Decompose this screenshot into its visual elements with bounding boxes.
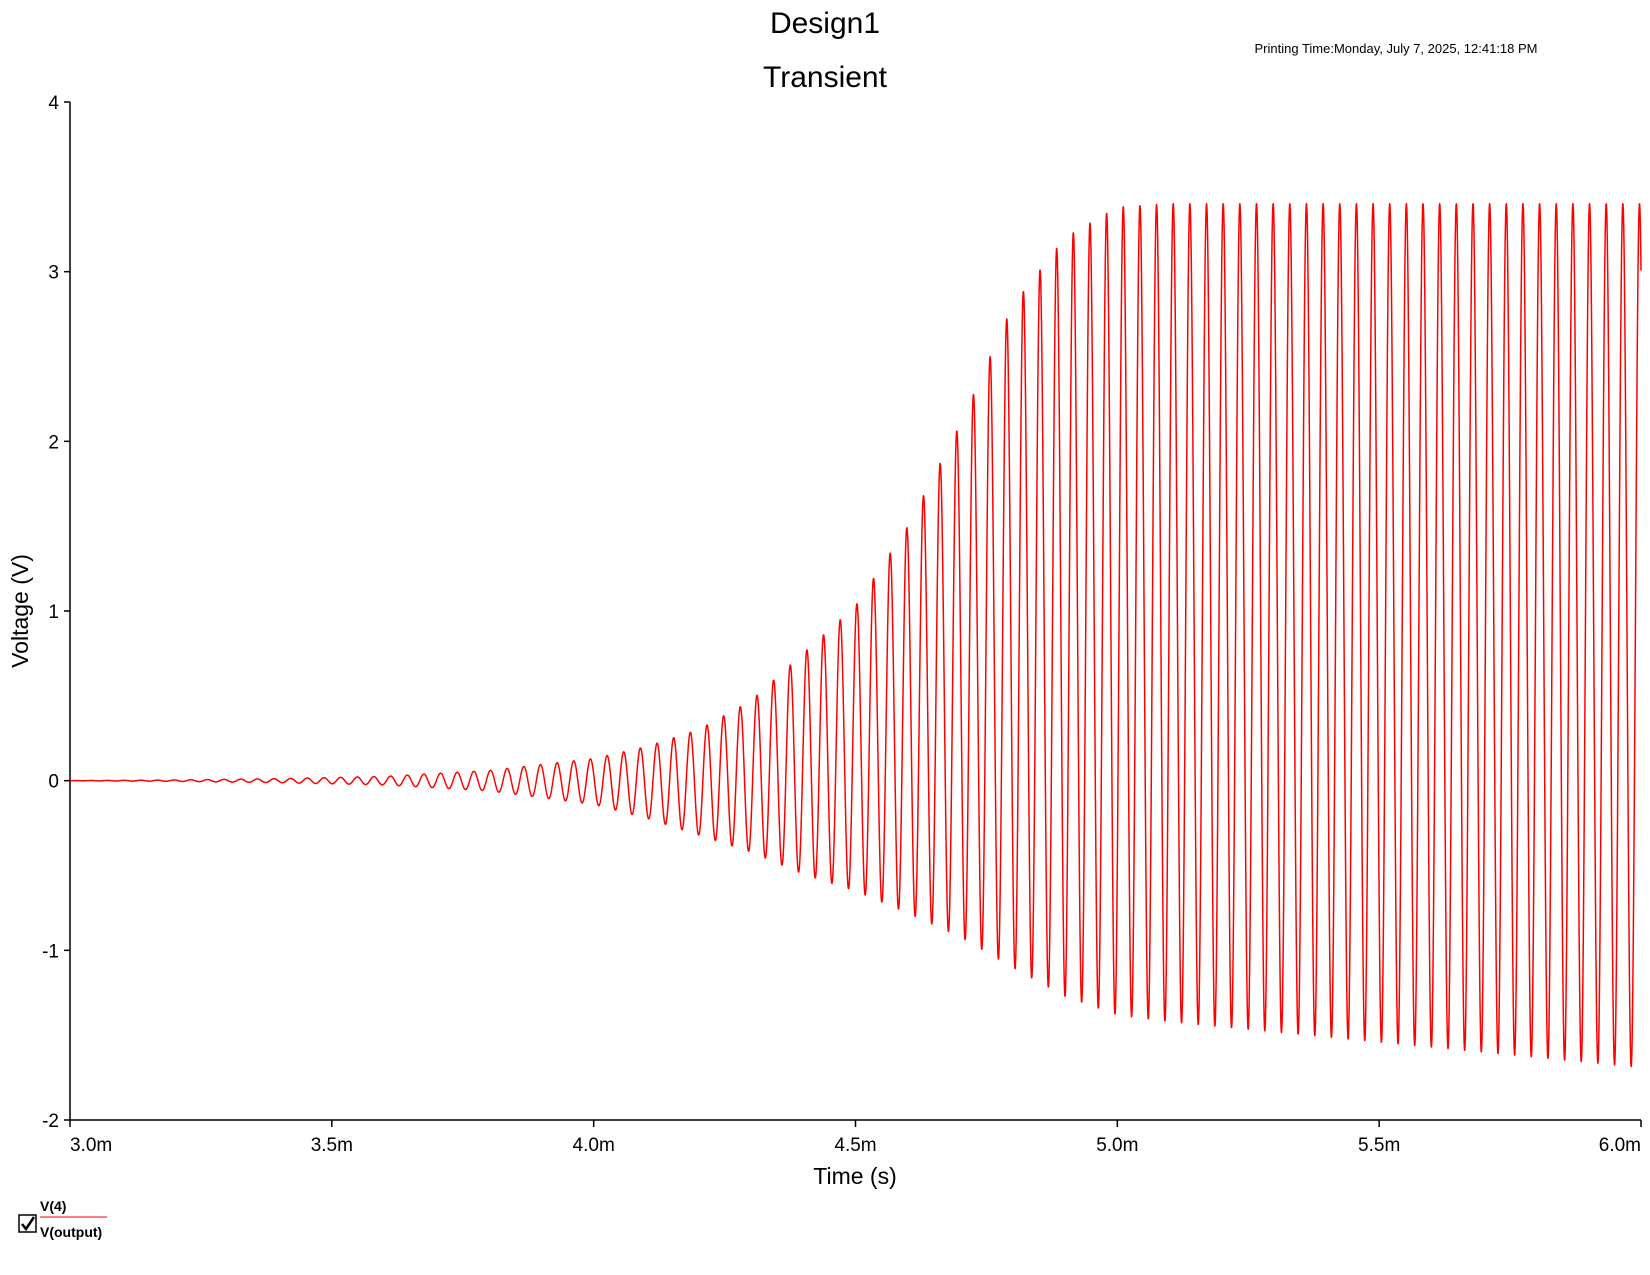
- printing-time: Printing Time:Monday, July 7, 2025, 12:4…: [1254, 41, 1537, 56]
- checkmark-icon: [21, 1216, 36, 1232]
- x-axis-label: Time (s): [813, 1163, 896, 1189]
- x-ticks: 3.0m 3.5m 4.0m 4.5m 5.0m 5.5m 6.0m: [69, 1120, 1642, 1156]
- y-tick-label: 0: [48, 772, 59, 793]
- y-tick-label: -1: [42, 941, 59, 962]
- y-tick-label: -2: [42, 1111, 59, 1132]
- y-axis-label: Voltage (V): [7, 554, 33, 668]
- legend-entry-top: V(4): [40, 1198, 66, 1214]
- x-tick-label: 5.0m: [1096, 1135, 1138, 1156]
- y-tick-label: 4: [48, 93, 59, 114]
- y-tick-label: 3: [48, 263, 59, 284]
- legend: V(4) V(output): [18, 1198, 107, 1240]
- chart-subtitle: Transient: [763, 61, 888, 94]
- x-tick-label: 3.5m: [311, 1135, 353, 1156]
- x-tick-label: 3.0m: [70, 1135, 112, 1156]
- series-line-v4: [69, 203, 1642, 1068]
- x-tick-label: 6.0m: [1599, 1135, 1641, 1156]
- y-ticks: 4 3 2 1 0 -1 -2: [42, 93, 70, 1132]
- x-tick-label: 4.5m: [834, 1135, 876, 1156]
- legend-entry-bottom: V(output): [40, 1224, 102, 1240]
- y-tick-label: 1: [48, 602, 59, 623]
- x-tick-label: 4.0m: [573, 1135, 615, 1156]
- chart-title: Design1: [770, 7, 880, 40]
- y-tick-label: 2: [48, 432, 59, 453]
- x-tick-label: 5.5m: [1358, 1135, 1400, 1156]
